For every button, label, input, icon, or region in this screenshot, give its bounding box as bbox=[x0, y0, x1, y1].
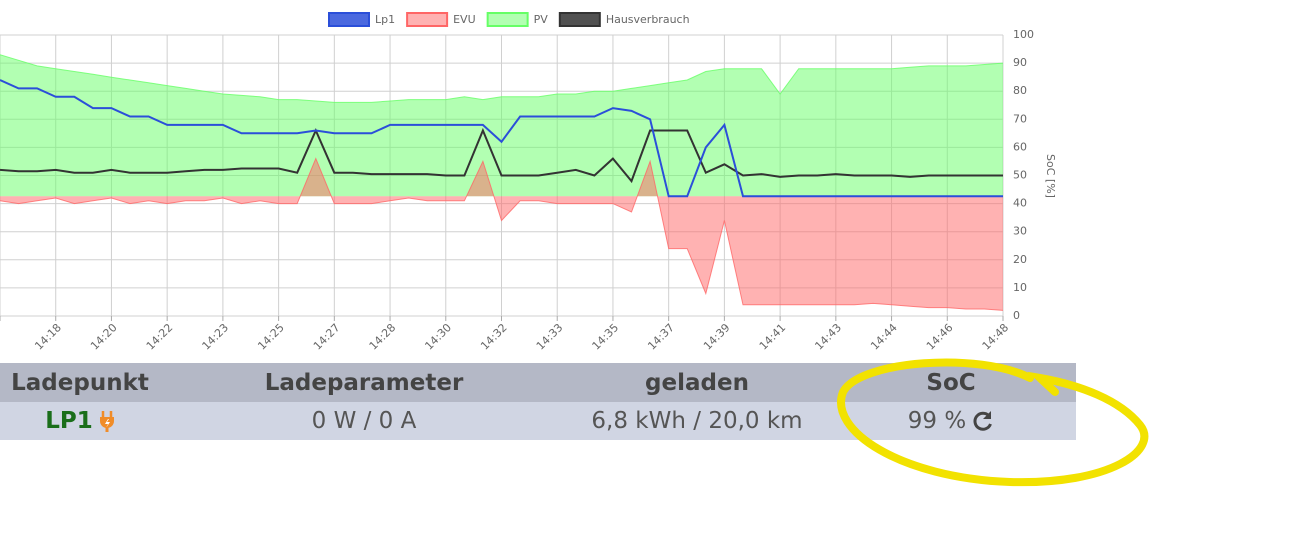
y-tick-label: 20 bbox=[1013, 253, 1027, 266]
x-tick-label: 14:30 bbox=[422, 321, 454, 353]
table-row: LP1 0 W / 0 A 6,8 kWh / 20,0 km 99 % bbox=[0, 402, 1076, 440]
x-tick-label: 14:39 bbox=[701, 321, 733, 353]
header-cell: Ladepunkt bbox=[11, 369, 149, 396]
y-tick-label: 0 bbox=[1013, 309, 1020, 322]
soc-value: 99 % bbox=[907, 408, 967, 434]
x-tick-label: 14:25 bbox=[255, 321, 287, 353]
y-axis-title: SoC [%] bbox=[1044, 154, 1057, 198]
y-tick-label: 70 bbox=[1013, 112, 1027, 125]
y-tick-label: 60 bbox=[1013, 140, 1027, 153]
x-tick-label: 14:44 bbox=[868, 321, 900, 353]
x-tick-label: 14:43 bbox=[812, 321, 844, 353]
x-tick-label: 14:37 bbox=[645, 321, 677, 353]
legend-label: Hausverbrauch bbox=[606, 13, 690, 26]
x-tick-label: 14:48 bbox=[980, 321, 1012, 353]
x-tick-label: 14:35 bbox=[590, 321, 622, 353]
legend-swatch bbox=[486, 12, 529, 27]
area bbox=[0, 54, 1003, 197]
legend-swatch bbox=[328, 12, 370, 27]
table: Ladepunkt Ladeparameter geladen SoC LP1 … bbox=[0, 363, 1076, 440]
cell: 0 W / 0 A bbox=[311, 408, 417, 434]
x-tick-label: 14:32 bbox=[478, 321, 510, 353]
legend-swatch bbox=[406, 12, 449, 27]
x-tick-label: 14:22 bbox=[144, 321, 176, 353]
y-tick-label: 50 bbox=[1013, 169, 1027, 182]
legend-label: EVU bbox=[453, 13, 476, 26]
area-edge bbox=[0, 157, 1004, 311]
y-tick-label: 90 bbox=[1013, 56, 1027, 69]
cell: LP1 bbox=[0, 408, 160, 434]
line bbox=[0, 79, 1003, 198]
y-tick-label: 100 bbox=[1013, 28, 1034, 41]
lp-name[interactable]: LP1 bbox=[45, 408, 93, 434]
x-tick-label: 14:33 bbox=[534, 321, 566, 353]
line bbox=[0, 127, 1003, 184]
cell: 6,8 kWh / 20,0 km bbox=[591, 408, 803, 434]
plug-icon bbox=[99, 411, 114, 432]
header-cell: Ladeparameter bbox=[264, 369, 464, 396]
header-cell: SoC bbox=[926, 369, 976, 396]
x-tick-label: 14:18 bbox=[32, 321, 64, 353]
legend-swatch bbox=[558, 12, 601, 27]
x-tick-label: 14:23 bbox=[200, 321, 232, 353]
y-tick-label: 10 bbox=[1013, 281, 1027, 294]
refresh-icon[interactable] bbox=[972, 410, 994, 432]
table-header: Ladepunkt Ladeparameter geladen SoC bbox=[0, 363, 1076, 402]
cell: 99 % bbox=[826, 408, 1076, 434]
y-tick-label: 40 bbox=[1013, 197, 1027, 210]
legend-label: Lp1 bbox=[375, 13, 395, 26]
area-edge bbox=[0, 54, 1004, 103]
header-cell: geladen bbox=[645, 369, 749, 396]
chart: SoC [%] 0 10 20 30 40 50 60 70 80 90 100 14:18 14:20… bbox=[0, 12, 1057, 353]
x-tick-label: 14:20 bbox=[88, 321, 120, 353]
x-tick-label: 14:41 bbox=[757, 321, 789, 353]
y-tick-label: 80 bbox=[1013, 84, 1027, 97]
x-tick-label: 14:46 bbox=[924, 321, 956, 353]
x-tick-label: 14:28 bbox=[367, 321, 399, 353]
legend-label: PV bbox=[534, 13, 549, 26]
x-tick-label: 14:27 bbox=[311, 321, 343, 353]
y-tick-label: 30 bbox=[1013, 225, 1027, 238]
